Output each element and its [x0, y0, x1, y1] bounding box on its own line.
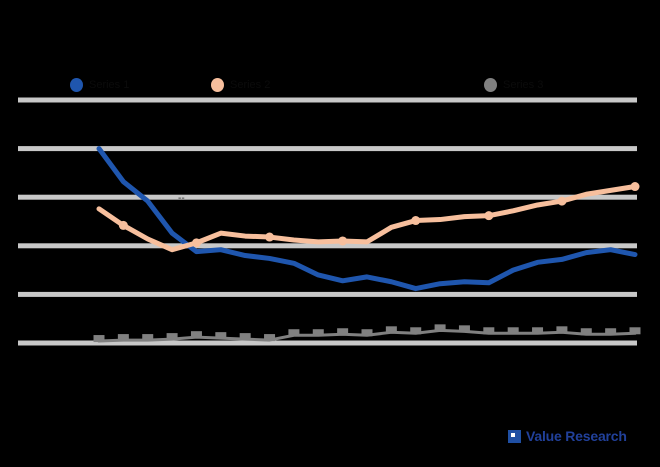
- data-point-marker: [264, 334, 276, 342]
- data-point-marker: [190, 331, 202, 339]
- data-point-marker: [458, 325, 470, 333]
- legend-swatch-series-2-icon: [211, 78, 224, 92]
- data-point-marker: [605, 328, 617, 336]
- legend-label-series-1: Series 1: [89, 79, 130, 91]
- data-point-marker: [411, 216, 421, 226]
- data-point-marker: [410, 327, 422, 335]
- data-point-marker: [265, 232, 275, 242]
- data-point-marker: [629, 327, 641, 335]
- data-point-marker: [507, 327, 519, 335]
- gridline: [18, 194, 637, 200]
- legend-item-series-2[interactable]: Series 2: [211, 74, 270, 96]
- data-point-marker: [361, 329, 373, 337]
- legend-label-series-3: Series 3: [503, 79, 544, 91]
- data-point-marker: [166, 333, 178, 341]
- gridline: [18, 340, 637, 346]
- data-point-marker: [191, 238, 201, 248]
- value-research-logo-icon: [508, 429, 521, 443]
- legend-label-series-2: Series 2: [230, 79, 271, 91]
- legend-swatch-series-1-icon: [70, 78, 83, 92]
- gridline: [18, 97, 637, 103]
- data-point-marker: [338, 236, 348, 246]
- data-point-marker: [312, 329, 324, 337]
- data-point-marker: [434, 324, 446, 332]
- series-line-1: [96, 146, 638, 292]
- series-markers: [93, 182, 641, 343]
- data-point-marker: [118, 220, 128, 230]
- gridlines: [18, 97, 637, 346]
- data-point-marker: [215, 332, 227, 340]
- data-point-marker: [630, 182, 640, 192]
- data-point-marker: [557, 196, 567, 206]
- data-point-marker: [484, 211, 494, 221]
- watermark-text: Value Research: [526, 428, 627, 444]
- gridline: [18, 146, 637, 152]
- data-point-marker: [239, 333, 251, 341]
- data-point-marker: [483, 327, 495, 335]
- legend-item-series-3[interactable]: Series 3: [484, 74, 543, 96]
- watermark: Value Research: [508, 428, 627, 444]
- data-point-marker: [288, 329, 300, 337]
- legend-item-series-1[interactable]: Series 1: [70, 74, 129, 96]
- data-point-marker: [580, 328, 592, 336]
- data-point-marker: [385, 326, 397, 334]
- chart-legend: Series 1 Series 2 Series 3: [0, 74, 660, 96]
- series-line-2: [96, 184, 638, 253]
- data-point-marker: [337, 328, 349, 336]
- legend-swatch-series-3-icon: [484, 78, 497, 92]
- gridline: [18, 291, 637, 297]
- data-point-marker: [117, 334, 129, 342]
- gridline: [18, 243, 637, 249]
- data-point-marker: [556, 326, 568, 334]
- data-point-marker: [93, 335, 105, 343]
- data-point-marker: [142, 334, 154, 342]
- chart-annotation: --: [178, 193, 185, 204]
- data-point-marker: [532, 327, 544, 335]
